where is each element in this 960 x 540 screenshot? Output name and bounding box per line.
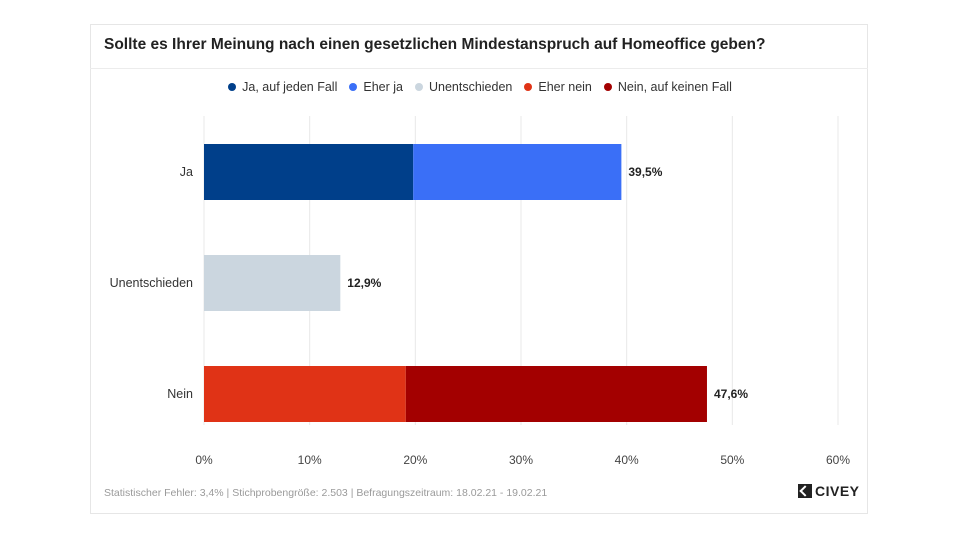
bar-total-label: 47,6% [714, 387, 748, 401]
legend-dot [349, 83, 358, 91]
legend-dot [603, 83, 612, 91]
x-tick-label: 30% [509, 453, 533, 467]
brand-logo[interactable]: CIVEY [798, 483, 860, 499]
bar-total-label: 12,9% [347, 276, 381, 290]
bar-segment [204, 144, 414, 200]
legend-item-eher-nein[interactable]: Eher nein [524, 80, 592, 94]
bar-total-label: 39,5% [628, 165, 662, 179]
x-tick-label: 60% [826, 453, 850, 467]
category-label: Unentschieden [110, 276, 193, 290]
bar-segment [413, 144, 622, 200]
legend-label: Nein, auf keinen Fall [617, 80, 732, 94]
legend-label: Unentschieden [428, 80, 513, 94]
brand-name: CIVEY [815, 483, 860, 499]
legend-item-eher-ja[interactable]: Eher ja [349, 80, 403, 94]
bar-segment [204, 366, 406, 422]
legend-label: Eher nein [538, 80, 592, 94]
chart-title: Sollte es Ihrer Meinung nach einen geset… [104, 36, 766, 53]
legend-label: Ja, auf jeden Fall [242, 80, 338, 94]
category-label: Nein [167, 387, 193, 401]
legend-dot [228, 83, 237, 91]
legend-dot [524, 83, 533, 91]
legend-item-nein-auf-keinen-fall[interactable]: Nein, auf keinen Fall [603, 80, 732, 94]
x-tick-label: 40% [615, 453, 639, 467]
footer-note: Statistischer Fehler: 3,4% | Stichproben… [104, 487, 548, 499]
legend-item-unentschieden[interactable]: Unentschieden [414, 80, 513, 94]
bar-segment [405, 366, 707, 422]
legend: Ja, auf jeden Fall Eher ja Unentschieden… [0, 80, 960, 94]
x-tick-label: 10% [298, 453, 322, 467]
legend-dot [414, 83, 423, 91]
legend-item-ja-auf-jeden-fall[interactable]: Ja, auf jeden Fall [228, 80, 337, 94]
x-tick-label: 50% [720, 453, 744, 467]
bar-segment [204, 255, 341, 311]
x-tick-label: 20% [403, 453, 427, 467]
title-divider [90, 68, 868, 69]
civey-logo-icon [798, 484, 812, 498]
category-label: Ja [180, 165, 193, 179]
legend-label: Eher ja [363, 80, 403, 94]
x-tick-label: 0% [195, 453, 213, 467]
